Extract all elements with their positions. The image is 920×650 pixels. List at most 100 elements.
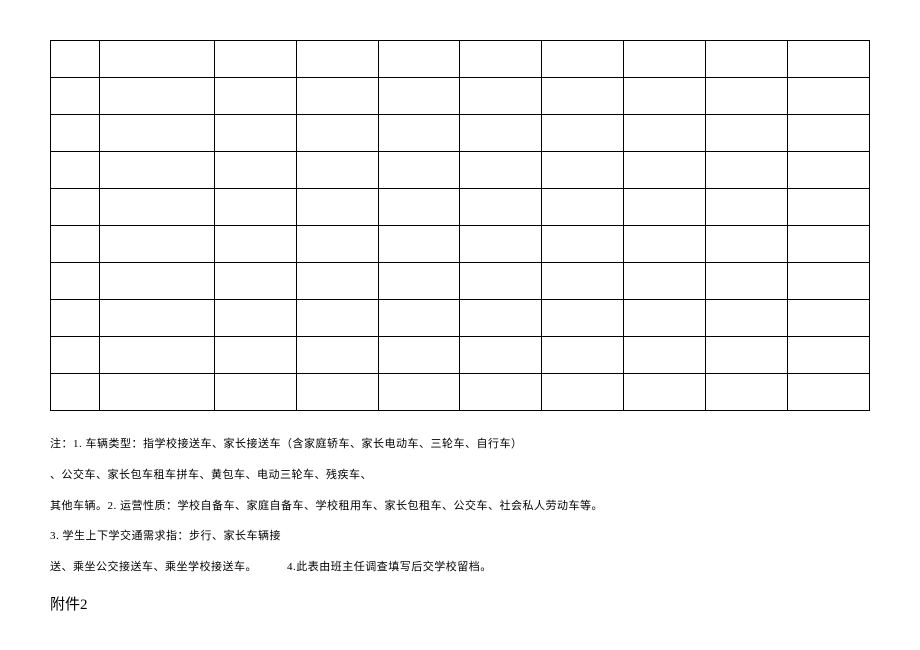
table-cell [51,78,100,115]
table-cell [378,263,460,300]
table-cell [788,78,870,115]
table-cell [214,78,296,115]
table-cell [378,115,460,152]
table-cell [624,189,706,226]
note-text: 送、乘坐公交接送车、乘坐学校接送车。 [50,561,257,573]
table-cell [296,337,378,374]
table-cell [51,41,100,78]
table-cell [542,300,624,337]
table-cell [296,41,378,78]
table-cell [100,189,215,226]
table-cell [706,337,788,374]
table-cell [100,226,215,263]
table-cell [378,337,460,374]
table-cell [100,115,215,152]
table-cell [460,115,542,152]
table-cell [51,226,100,263]
table-cell [296,189,378,226]
table-cell [706,300,788,337]
attachment-label: 附件2 [50,593,870,614]
table-cell [706,41,788,78]
table-cell [542,226,624,263]
table-cell [378,300,460,337]
table-cell [100,337,215,374]
table-cell [706,374,788,411]
table-cell [460,300,542,337]
table-cell [460,41,542,78]
table-cell [51,374,100,411]
note-text: 、公交车、家长包车租车拼车、黄包车、电动三轮车、残疾车、 [50,469,372,481]
table-cell [460,374,542,411]
table-cell [214,189,296,226]
table-cell [542,41,624,78]
table-cell [51,263,100,300]
table-cell [460,78,542,115]
table-cell [100,300,215,337]
table-cell [214,337,296,374]
note-text: 3. 学生上下学交通需求指：步行、家长车辆接 [50,530,281,542]
table-cell [624,115,706,152]
table-cell [460,263,542,300]
table-cell [296,374,378,411]
table-cell [542,263,624,300]
table-cell [542,78,624,115]
table-cell [51,300,100,337]
table-cell [51,189,100,226]
table-cell [214,152,296,189]
table-cell [296,300,378,337]
table-cell [214,374,296,411]
table-cell [378,78,460,115]
table-cell [296,263,378,300]
table-cell [296,152,378,189]
table-cell [460,337,542,374]
note-text: 4.此表由班主任调查填写后交学校留档。 [287,561,492,573]
table-cell [214,115,296,152]
table-cell [788,226,870,263]
table-cell [214,41,296,78]
table-cell [624,300,706,337]
table-cell [788,115,870,152]
table-cell [706,115,788,152]
table-cell [378,226,460,263]
note-text: 注：1. 车辆类型：指学校接送车、家长接送车（含家庭轿车、家长电动车、三轮车、自… [50,438,523,450]
table-cell [51,152,100,189]
note-text: 其他车辆。2. 运营性质：学校自备车、家庭自备车、学校租用车、家长包租车、公交车… [50,500,603,512]
table-cell [378,189,460,226]
table-cell [100,41,215,78]
table-cell [296,226,378,263]
table-cell [624,374,706,411]
table-cell [624,263,706,300]
table-cell [378,152,460,189]
table-cell [460,189,542,226]
table-cell [542,374,624,411]
table-cell [788,300,870,337]
table-cell [296,115,378,152]
table-cell [788,263,870,300]
table-cell [460,152,542,189]
table-cell [542,152,624,189]
table-cell [542,337,624,374]
table-cell [296,78,378,115]
table-cell [100,78,215,115]
table-cell [51,337,100,374]
table-cell [100,374,215,411]
table-cell [378,374,460,411]
table-cell [378,41,460,78]
table-cell [788,41,870,78]
table-cell [624,226,706,263]
table-cell [100,263,215,300]
table-cell [214,263,296,300]
table-cell [788,374,870,411]
table-cell [624,41,706,78]
table-cell [624,337,706,374]
notes-block: 注：1. 车辆类型：指学校接送车、家长接送车（含家庭轿车、家长电动车、三轮车、自… [50,429,870,583]
table-cell [624,152,706,189]
table-cell [706,78,788,115]
table-cell [624,78,706,115]
table-cell [214,300,296,337]
table-cell [542,189,624,226]
table-cell [51,115,100,152]
table-cell [100,152,215,189]
table-cell [706,226,788,263]
table-cell [706,189,788,226]
